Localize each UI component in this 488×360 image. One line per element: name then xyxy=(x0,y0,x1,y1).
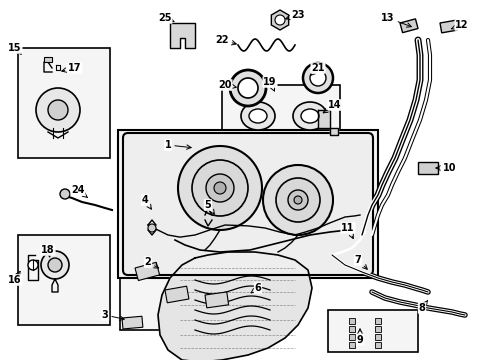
Text: 9: 9 xyxy=(356,329,363,345)
Bar xyxy=(374,326,380,332)
Text: 5: 5 xyxy=(204,200,214,214)
Ellipse shape xyxy=(229,70,265,106)
Bar xyxy=(18,235,110,325)
Polygon shape xyxy=(170,23,195,48)
Bar xyxy=(222,85,339,147)
Text: 17: 17 xyxy=(61,63,81,73)
Text: 16: 16 xyxy=(8,271,21,285)
Circle shape xyxy=(293,196,302,204)
Text: 15: 15 xyxy=(8,43,21,54)
Text: 21: 21 xyxy=(309,63,324,76)
Bar xyxy=(204,292,228,308)
Circle shape xyxy=(178,146,262,230)
Circle shape xyxy=(28,260,38,270)
Ellipse shape xyxy=(238,78,258,98)
Bar xyxy=(120,255,260,330)
Ellipse shape xyxy=(303,63,332,93)
Circle shape xyxy=(48,258,62,272)
Text: 12: 12 xyxy=(450,20,468,30)
Bar xyxy=(135,262,159,280)
Text: 10: 10 xyxy=(435,163,456,173)
Bar xyxy=(122,316,142,329)
Bar xyxy=(327,310,417,352)
Text: 11: 11 xyxy=(341,223,354,239)
Circle shape xyxy=(192,160,247,216)
Text: 20: 20 xyxy=(218,80,236,90)
Circle shape xyxy=(274,15,285,25)
Ellipse shape xyxy=(292,102,326,130)
Ellipse shape xyxy=(309,70,325,86)
Ellipse shape xyxy=(248,109,266,123)
Bar xyxy=(44,57,52,62)
Bar xyxy=(417,162,437,174)
Bar xyxy=(399,19,417,33)
Text: 1: 1 xyxy=(164,140,191,150)
Bar xyxy=(439,20,457,33)
Circle shape xyxy=(214,182,225,194)
Bar xyxy=(118,130,377,278)
Text: 14: 14 xyxy=(323,100,341,113)
Text: 4: 4 xyxy=(142,195,151,209)
FancyBboxPatch shape xyxy=(123,133,372,275)
Bar xyxy=(18,48,110,158)
Circle shape xyxy=(36,88,80,132)
Ellipse shape xyxy=(241,102,274,130)
Text: 6: 6 xyxy=(251,283,261,293)
Bar xyxy=(348,334,354,340)
Text: 18: 18 xyxy=(41,245,55,257)
Text: 25: 25 xyxy=(158,13,174,23)
Circle shape xyxy=(48,100,68,120)
Polygon shape xyxy=(158,252,311,360)
Text: 19: 19 xyxy=(263,77,276,91)
Text: 2: 2 xyxy=(144,257,158,268)
Circle shape xyxy=(263,165,332,235)
Circle shape xyxy=(148,224,156,232)
Circle shape xyxy=(41,251,69,279)
Bar xyxy=(348,318,354,324)
Bar xyxy=(374,342,380,348)
Text: 7: 7 xyxy=(354,255,366,269)
Bar xyxy=(374,334,380,340)
Text: 23: 23 xyxy=(285,10,304,20)
Bar xyxy=(348,342,354,348)
Bar xyxy=(348,326,354,332)
Polygon shape xyxy=(317,110,337,135)
Text: 22: 22 xyxy=(215,35,236,45)
Text: 13: 13 xyxy=(381,13,410,27)
Circle shape xyxy=(275,178,319,222)
Circle shape xyxy=(205,174,234,202)
Bar xyxy=(164,286,188,303)
Bar xyxy=(374,318,380,324)
Text: 8: 8 xyxy=(418,300,427,313)
Circle shape xyxy=(60,189,70,199)
Ellipse shape xyxy=(301,109,318,123)
Text: 24: 24 xyxy=(71,185,87,198)
Circle shape xyxy=(287,190,307,210)
Text: 3: 3 xyxy=(102,310,124,320)
